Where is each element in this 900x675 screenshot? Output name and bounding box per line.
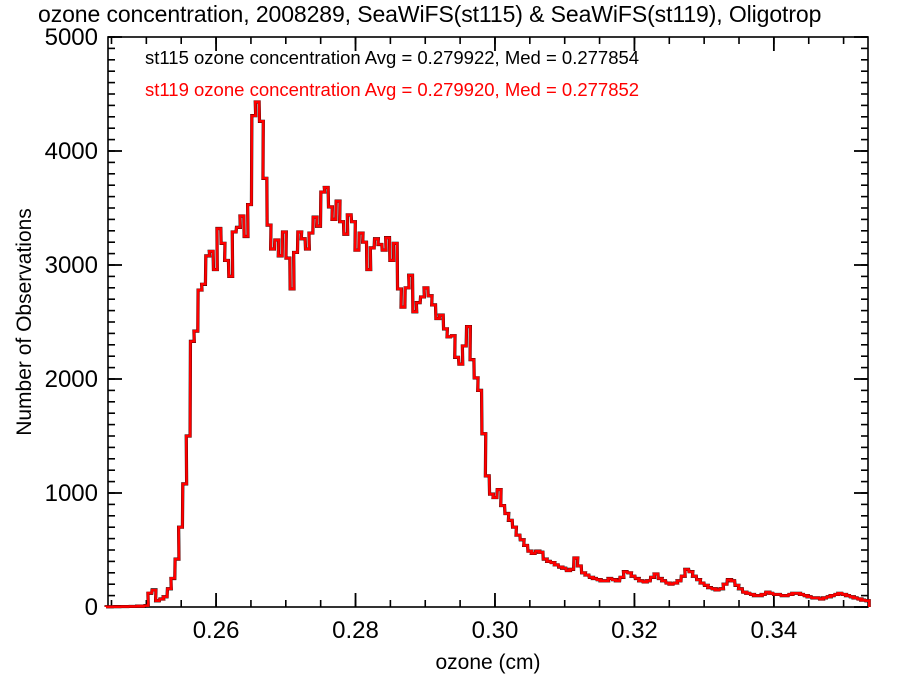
x-tick-label: 0.34	[751, 617, 798, 644]
plot-frame	[107, 36, 869, 608]
y-axis-tick-labels: 0 1000 2000 3000 4000 5000	[45, 24, 98, 621]
y-axis-minor-ticks	[108, 36, 868, 608]
x-axis-minor-ticks	[110, 37, 845, 607]
y-tick-label: 4000	[45, 138, 98, 165]
x-tick-label: 0.26	[193, 617, 240, 644]
y-tick-label: 0	[85, 594, 98, 621]
x-tick-label: 0.32	[611, 617, 658, 644]
data-series-layer	[104, 100, 871, 609]
x-axis-tick-labels: 0.26 0.28 0.30 0.32 0.34	[193, 617, 798, 644]
page-title: ozone concentration, 2008289, SeaWiFS(st…	[38, 1, 822, 27]
legend-entry-st115: st115 ozone concentration Avg = 0.279922…	[145, 47, 639, 68]
x-axis-title: ozone (cm)	[435, 651, 540, 674]
x-tick-label: 0.30	[472, 617, 519, 644]
y-axis-title: Number of Observations	[13, 208, 36, 436]
legend: st115 ozone concentration Avg = 0.279922…	[145, 47, 639, 100]
series-line-st115	[104, 100, 871, 609]
x-tick-label: 0.28	[332, 617, 379, 644]
y-tick-label: 5000	[45, 24, 98, 51]
y-tick-label: 3000	[45, 252, 98, 279]
legend-entry-st119: st119 ozone concentration Avg = 0.279920…	[145, 79, 639, 100]
y-tick-label: 1000	[45, 480, 98, 507]
x-axis-major-ticks	[215, 37, 775, 607]
y-axis-major-ticks	[108, 36, 868, 608]
series-line-st119	[104, 100, 871, 609]
y-tick-label: 2000	[45, 366, 98, 393]
